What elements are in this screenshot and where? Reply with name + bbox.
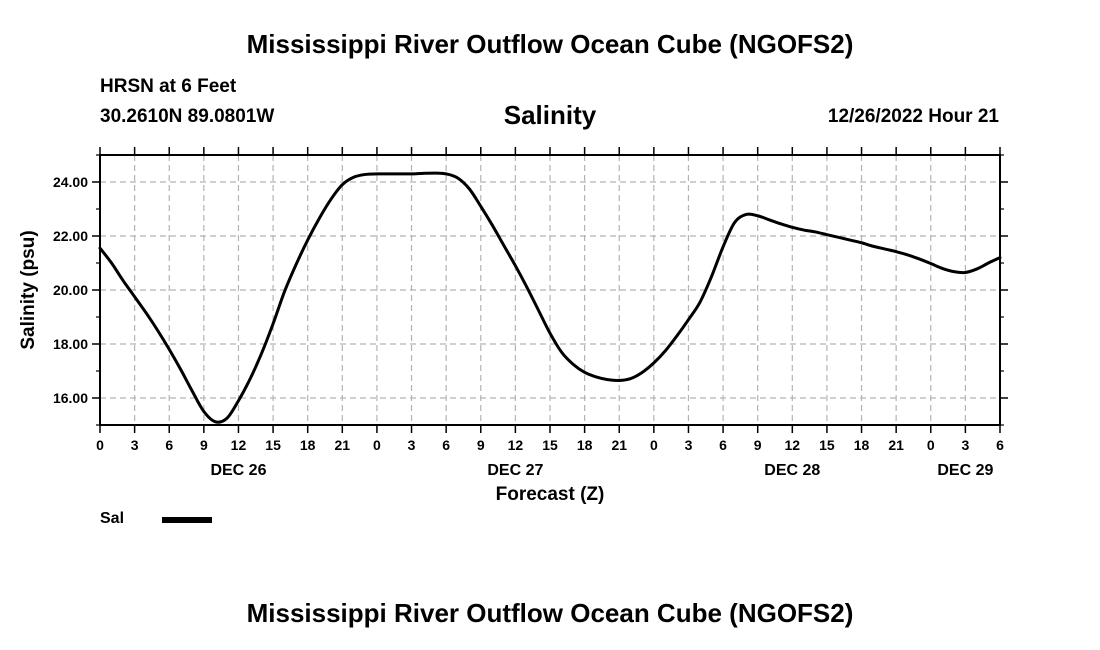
- tick-layer: [92, 147, 1008, 433]
- x-tick-label: 0: [373, 437, 381, 453]
- x-tick-label: 0: [927, 437, 935, 453]
- x-tick-label: 21: [888, 437, 904, 453]
- x-tick-label: 18: [577, 437, 593, 453]
- day-label: DEC 27: [487, 462, 543, 479]
- x-tick-label: 3: [961, 437, 969, 453]
- label-layer: 0 3 6 9 12 15 18 21 0 3 6 9 12 15 18 21 0 3 6 9 12 15 18 21 0 3 6 1…: [53, 174, 1004, 479]
- x-tick-label: 3: [408, 437, 416, 453]
- y-tick-label: 24.00: [53, 174, 88, 190]
- station-coordinates: 30.2610N 89.0801W: [100, 106, 275, 127]
- x-tick-label: 18: [854, 437, 870, 453]
- x-tick-label: 12: [785, 437, 801, 453]
- legend-label: Sal: [100, 510, 125, 527]
- y-tick-label: 18.00: [53, 336, 88, 352]
- x-tick-label: 6: [442, 437, 450, 453]
- x-axis-title: Forecast (Z): [496, 484, 605, 505]
- main-title: Mississippi River Outflow Ocean Cube (NG…: [246, 29, 854, 59]
- day-label: DEC 28: [764, 462, 820, 479]
- x-tick-label: 15: [819, 437, 835, 453]
- x-tick-label: 6: [165, 437, 173, 453]
- y-tick-label: 16.00: [53, 390, 88, 406]
- y-axis-title: Salinity (psu): [18, 230, 39, 349]
- x-tick-label: 9: [754, 437, 762, 453]
- x-tick-label: 12: [231, 437, 247, 453]
- x-tick-label: 12: [508, 437, 524, 453]
- x-tick-label: 6: [996, 437, 1004, 453]
- x-tick-label: 15: [542, 437, 558, 453]
- x-tick-label: 9: [200, 437, 208, 453]
- x-tick-label: 18: [300, 437, 316, 453]
- station-name: HRSN at 6 Feet: [100, 76, 237, 97]
- chart-title: Salinity: [503, 100, 597, 130]
- x-tick-label: 21: [611, 437, 627, 453]
- day-label: DEC 26: [210, 462, 266, 479]
- series-layer: [98, 171, 1002, 424]
- x-tick-label: 3: [685, 437, 693, 453]
- day-label: DEC 29: [937, 462, 993, 479]
- x-tick-label: 21: [335, 437, 351, 453]
- x-tick-label: 6: [719, 437, 727, 453]
- x-tick-label: 3: [131, 437, 139, 453]
- footer-title: Mississippi River Outflow Ocean Cube (NG…: [246, 598, 854, 628]
- forecast-datetime: 12/26/2022 Hour 21: [827, 106, 999, 127]
- grid-layer: [100, 155, 1000, 425]
- x-tick-label: 15: [265, 437, 281, 453]
- x-tick-label: 0: [650, 437, 658, 453]
- series-line-sal: [98, 171, 1002, 424]
- x-tick-label: 0: [96, 437, 104, 453]
- y-tick-label: 20.00: [53, 282, 88, 298]
- x-tick-label: 9: [477, 437, 485, 453]
- y-tick-label: 22.00: [53, 228, 88, 244]
- legend-swatch: [162, 517, 212, 523]
